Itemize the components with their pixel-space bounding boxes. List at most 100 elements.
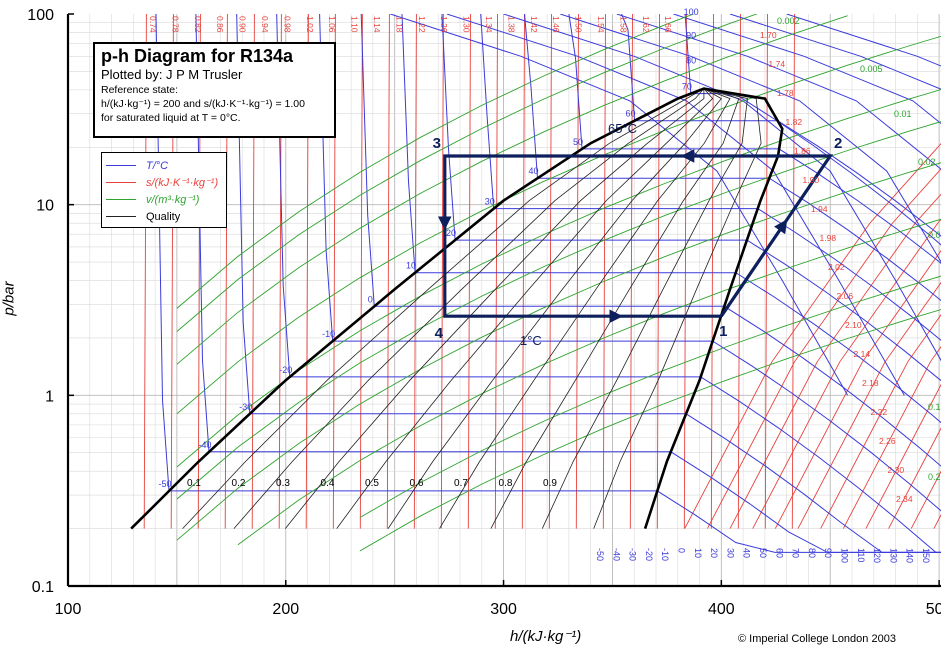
reference-state-line2: for saturated liquid at T = 0°C.: [101, 111, 328, 125]
quality-label: 0.9: [543, 478, 557, 489]
volume-label: 0.01: [894, 109, 912, 119]
quality-label: 0.1: [187, 478, 201, 489]
volume-line: [360, 252, 941, 552]
entropy-label: 1.06: [327, 16, 337, 33]
entropy-label: 1.30: [462, 16, 472, 33]
volume-label: 0.1: [928, 402, 941, 412]
entropy-label: 0.94: [260, 16, 270, 33]
cycle-arrow: [781, 225, 783, 228]
volume-label: 0.002: [777, 16, 800, 26]
copyright: © Imperial College London 2003: [738, 633, 896, 645]
title-box: p-h Diagram for R134a Plotted by: J P M …: [93, 42, 336, 138]
entropy-label: 1.10: [350, 16, 360, 33]
entropy-label: 1.90: [803, 175, 820, 185]
entropy-label: 2.34: [896, 494, 913, 504]
quality-label: 0.8: [499, 478, 513, 489]
quality-label: 0.5: [365, 478, 379, 489]
isotherm-label-bottom: 130: [888, 548, 898, 563]
entropy-label: 1.26: [439, 16, 449, 33]
cycle-point-label: 4: [435, 325, 444, 342]
legend-item-temperature: T/°C: [106, 157, 222, 174]
entropy-label: 1.62: [641, 16, 651, 33]
entropy-label: 1.42: [529, 16, 539, 33]
isotherm-label-bottom: 100: [840, 548, 850, 563]
legend-label-volume: v/(m³·kg⁻¹): [146, 193, 199, 206]
isotherm-label-bottom: 90: [823, 548, 833, 558]
entropy-label: 0.74: [148, 16, 158, 33]
entropy-label: 1.22: [417, 16, 427, 33]
isotherm-label: -50: [159, 479, 172, 489]
volume-label: 0.005: [860, 64, 883, 74]
y-axis-label: p/bar: [1, 281, 18, 315]
isotherm-label-bottom: 50: [758, 548, 768, 558]
chart-subtitle: Plotted by: J P M Trusler: [101, 67, 328, 83]
entropy-label: 2.02: [828, 262, 845, 272]
entropy-label: 0.78: [170, 16, 180, 33]
legend-swatch-temperature: [106, 165, 136, 166]
isotherm-label-bottom: 20: [709, 548, 719, 558]
isotherm-label: -10: [322, 329, 335, 339]
x-tick-label: 100: [55, 601, 82, 618]
isotherm-label: 70: [682, 82, 692, 92]
y-tick-label: 100: [27, 7, 54, 24]
cycle-point-label: 1: [719, 323, 727, 340]
annotation-65c: 65°C: [608, 121, 637, 136]
entropy-line: [738, 14, 740, 529]
isotherm-label: 10: [406, 261, 416, 271]
volume-label: 0.2: [928, 472, 941, 482]
entropy-label: 1.02: [305, 16, 315, 33]
isotherm-label-bottom: 110: [856, 548, 866, 562]
entropy-label: 1.74: [769, 59, 786, 69]
isotherm-label-bottom: -30: [628, 548, 638, 561]
isotherm-label: 0: [368, 294, 373, 304]
volume-label: 0.05: [928, 230, 941, 240]
entropy-label: 0.90: [238, 16, 248, 33]
x-tick-label: 400: [708, 601, 735, 618]
entropy-label: 1.46: [551, 16, 561, 33]
volume-line: [238, 161, 941, 545]
quality-label: 0.4: [321, 478, 335, 489]
isotherm-label-bottom: 10: [693, 548, 703, 558]
entropy-label: 1.54: [596, 16, 606, 33]
isotherm-label-bottom: 140: [905, 548, 915, 563]
entropy-label: 2.06: [837, 291, 854, 301]
quality-label: 0.3: [276, 478, 290, 489]
entropy-label: 1.38: [506, 16, 516, 33]
entropy-line: [765, 14, 767, 529]
entropy-label: 2.18: [862, 378, 879, 388]
entropy-label: 1.50: [574, 16, 584, 33]
cycle-point-label: 2: [834, 135, 842, 152]
isotherm-label: -30: [239, 402, 252, 412]
reference-state-line1: h/(kJ·kg⁻¹) = 200 and s/(kJ·K⁻¹·kg⁻¹) = …: [101, 97, 328, 111]
isotherm-label: 30: [485, 197, 495, 207]
legend-item-volume: v/(m³·kg⁻¹): [106, 191, 222, 208]
legend-label-entropy: s/(kJ·K⁻¹·kg⁻¹): [146, 176, 218, 189]
isotherm-label-bottom: 40: [742, 548, 752, 558]
isotherm-label-bottom: 120: [872, 548, 882, 563]
entropy-label: 2.14: [854, 349, 871, 359]
legend: T/°C s/(kJ·K⁻¹·kg⁻¹) v/(m³·kg⁻¹) Quality: [101, 152, 227, 228]
volume-label: 0.02: [918, 157, 936, 167]
isotherm-label: -20: [279, 365, 292, 375]
isotherm-label-bottom: -20: [644, 548, 654, 561]
isotherm-label: 50: [573, 137, 583, 147]
entropy-label: 1.70: [760, 30, 777, 40]
isotherm-line: [361, 14, 941, 552]
annotation-1c: 1°C: [520, 333, 542, 348]
y-tick-label: 1: [45, 388, 54, 405]
legend-swatch-volume: [106, 199, 136, 200]
isotherm-label-bottom: 150: [921, 548, 931, 563]
quality-label: 0.7: [454, 478, 468, 489]
volume-line: [360, 218, 941, 517]
legend-label-quality: Quality: [146, 211, 180, 223]
isotherm-label: 100: [684, 7, 699, 17]
isotherm-label-bottom: 60: [774, 548, 784, 558]
entropy-label: 0.86: [215, 16, 225, 33]
entropy-label: 1.98: [820, 233, 837, 243]
legend-item-entropy: s/(kJ·K⁻¹·kg⁻¹): [106, 174, 222, 191]
isotherm-label-bottom: -40: [611, 548, 621, 561]
entropy-label: 1.66: [663, 16, 673, 33]
reference-state-heading: Reference state:: [101, 83, 328, 97]
entropy-label: 1.58: [618, 16, 628, 33]
